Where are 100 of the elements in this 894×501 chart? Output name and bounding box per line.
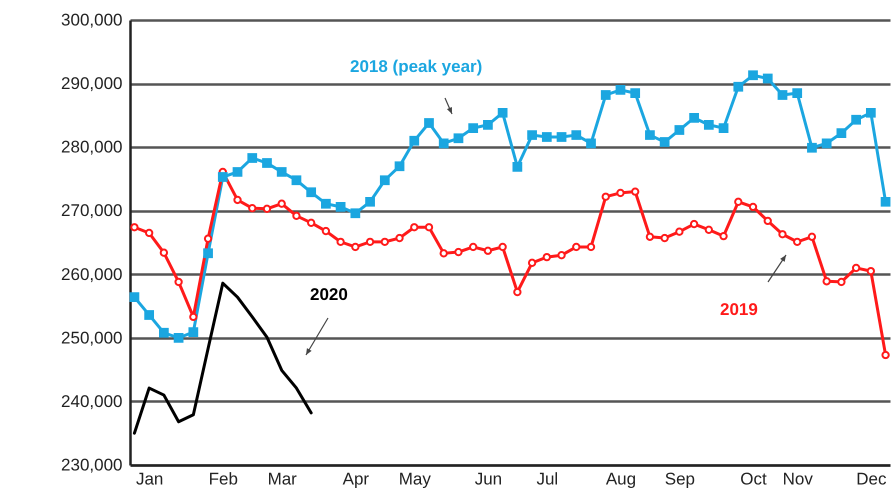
y-tick-label: 240,000: [61, 392, 122, 411]
text: 2019: [720, 300, 758, 319]
point: [188, 327, 198, 338]
point: [351, 242, 360, 252]
point: [380, 238, 389, 246]
point: [336, 238, 345, 246]
point: [483, 120, 493, 130]
point: [586, 242, 596, 252]
point: [440, 249, 448, 258]
point: [350, 208, 360, 218]
point: [557, 251, 566, 260]
point: [571, 130, 582, 140]
point: [174, 332, 184, 343]
point: [424, 223, 434, 232]
point: [528, 258, 536, 267]
point: [262, 158, 272, 168]
point: [851, 114, 861, 125]
point: [690, 220, 698, 228]
point: [675, 228, 684, 236]
point: [410, 223, 418, 232]
point: [130, 223, 139, 232]
point: [204, 234, 212, 243]
point: [866, 266, 876, 276]
point: [866, 108, 876, 118]
y-tick-label: 300,000: [61, 10, 122, 30]
point: [527, 130, 537, 140]
point: [292, 212, 301, 220]
point: [159, 328, 169, 338]
x-tick-label: Jun: [474, 470, 502, 488]
point: [144, 310, 154, 320]
y-tick-label: 270,000: [61, 201, 122, 220]
point: [556, 132, 566, 142]
point: [880, 196, 890, 207]
point: [616, 188, 625, 198]
x-tick-label: May: [398, 470, 432, 488]
point: [822, 138, 832, 148]
point: [660, 137, 670, 147]
text: 2020: [310, 285, 348, 304]
point: [278, 200, 286, 208]
x-tick-label: Dec: [856, 470, 887, 488]
point: [468, 123, 478, 133]
point: [837, 278, 846, 286]
point: [424, 118, 434, 128]
point: [718, 123, 728, 133]
point: [232, 167, 242, 177]
point: [748, 70, 758, 80]
point: [513, 288, 522, 296]
point: [366, 238, 374, 246]
x-tick-label: Jul: [536, 470, 558, 488]
y-tick-label: 280,000: [61, 138, 122, 157]
point: [572, 242, 580, 252]
y-tick-label: 250,000: [61, 328, 122, 348]
point: [807, 142, 817, 153]
point: [306, 187, 316, 198]
point: [484, 246, 492, 255]
point: [512, 162, 522, 172]
point: [792, 88, 802, 98]
x-tick-label: Oct: [740, 470, 768, 488]
point: [778, 90, 788, 100]
point: [793, 238, 802, 246]
point: [130, 292, 140, 302]
point: [542, 132, 552, 142]
x-tick-label: Apr: [342, 470, 370, 488]
text: 2018 (peak year): [350, 57, 482, 76]
point: [321, 198, 331, 209]
point: [498, 242, 507, 252]
point: [602, 192, 610, 201]
point: [233, 196, 242, 204]
point: [322, 226, 330, 236]
point: [600, 90, 611, 100]
point: [262, 204, 272, 213]
point: [395, 234, 404, 242]
point: [778, 230, 787, 238]
x-tick-label: Mar: [268, 470, 298, 488]
point: [733, 82, 744, 92]
point: [616, 85, 626, 95]
point: [247, 153, 258, 163]
point: [380, 175, 390, 186]
point: [660, 234, 669, 242]
point: [218, 172, 228, 182]
x-tick-label: Jan: [136, 470, 164, 488]
point: [498, 108, 508, 118]
point: [454, 248, 463, 256]
point: [719, 232, 728, 240]
point: [469, 242, 478, 252]
y-tick-label: 230,000: [61, 456, 122, 474]
point: [704, 120, 714, 130]
point: [189, 312, 198, 322]
point: [144, 228, 154, 238]
point: [762, 74, 773, 84]
point: [689, 113, 699, 123]
x-tick-label: Feb: [208, 470, 238, 488]
point: [307, 218, 316, 227]
point: [203, 248, 213, 258]
point: [748, 202, 758, 212]
point: [764, 216, 772, 226]
point: [822, 277, 831, 286]
x-tick-label: Nov: [782, 470, 814, 488]
point: [438, 138, 449, 148]
y-tick-label: 260,000: [61, 264, 122, 284]
